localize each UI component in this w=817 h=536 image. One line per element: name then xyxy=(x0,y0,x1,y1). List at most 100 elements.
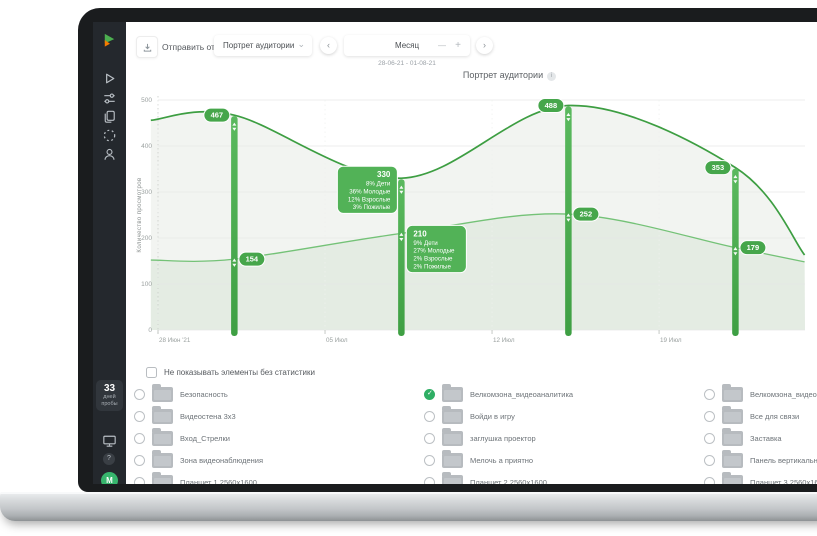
value-badge-label: 252 xyxy=(580,210,593,219)
list-item[interactable]: Все для связи xyxy=(704,406,817,425)
report-type-value: Портрет аудитории xyxy=(223,41,295,50)
bar-handle-icon[interactable] xyxy=(733,175,738,184)
list-item[interactable]: Велкомзона_видеоаналитика xyxy=(424,384,704,403)
list-item[interactable]: Планшет 1 2560x1600 xyxy=(134,472,424,484)
report-type-select[interactable]: Портрет аудитории ⌄ xyxy=(214,35,312,56)
radio[interactable] xyxy=(134,455,145,466)
list-item[interactable]: заглушка проектор xyxy=(424,428,704,447)
list-item[interactable]: Планшет 2 2560x1600 xyxy=(424,472,704,484)
hide-empty-label: Не показывать элементы без статистики xyxy=(164,368,315,377)
list-item-label: Мелочь а приятно xyxy=(470,456,534,465)
radio[interactable] xyxy=(424,411,435,422)
value-badge[interactable] xyxy=(739,240,767,256)
loader-icon[interactable] xyxy=(101,127,118,144)
radio[interactable] xyxy=(134,411,145,422)
chart-bar[interactable] xyxy=(231,116,238,337)
list-item-label: Вход_Стрелки xyxy=(180,434,230,443)
list-item[interactable]: Безопасность xyxy=(134,384,424,403)
x-tick-label: 28 Июн '21 xyxy=(159,337,191,344)
radio[interactable] xyxy=(424,433,435,444)
radio[interactable] xyxy=(134,477,145,484)
period-select[interactable]: Месяц — + xyxy=(344,35,470,56)
hide-empty-checkbox[interactable] xyxy=(146,367,157,378)
radio[interactable] xyxy=(704,389,715,400)
list-item[interactable]: Зона видеонаблюдения xyxy=(134,450,424,469)
radio[interactable] xyxy=(704,433,715,444)
radio[interactable] xyxy=(424,455,435,466)
avatar[interactable]: М xyxy=(101,472,118,484)
list-item[interactable]: Видеостена 3x3 xyxy=(134,406,424,425)
display-icon[interactable] xyxy=(101,432,118,449)
breakdown-tooltip[interactable] xyxy=(336,165,398,214)
bar-handle-icon[interactable] xyxy=(399,185,404,194)
folder-icon xyxy=(722,472,743,484)
chevron-down-icon: ⌄ xyxy=(297,39,305,49)
x-tick-label: 12 Июл xyxy=(493,337,515,344)
trial-days-badge[interactable]: 33 дней пробы xyxy=(96,380,123,411)
folder-icon xyxy=(442,428,463,446)
radio[interactable] xyxy=(424,477,435,484)
folder-icon xyxy=(442,450,463,468)
chart-title-row: Портрет аудитории i xyxy=(126,70,817,81)
tooltip-line: 9% Дети xyxy=(413,240,438,247)
equalizer-icon[interactable] xyxy=(101,90,118,107)
value-badge-label: 353 xyxy=(712,163,725,172)
library-column: Безопасность Видеостена 3x3 Вход_Стрелки Зо… xyxy=(134,384,424,484)
info-icon[interactable]: i xyxy=(547,72,557,81)
value-badge[interactable] xyxy=(704,160,732,176)
next-period-button[interactable]: › xyxy=(476,37,493,54)
value-badge-label: 488 xyxy=(545,101,558,110)
user-icon[interactable] xyxy=(101,146,118,163)
radio[interactable] xyxy=(134,389,145,400)
prev-period-button[interactable]: ‹ xyxy=(320,37,337,54)
value-badge-label: 179 xyxy=(747,243,760,252)
radio[interactable] xyxy=(704,455,715,466)
list-item[interactable]: Войди в игру xyxy=(424,406,704,425)
folder-icon xyxy=(152,384,173,402)
list-item[interactable]: Велкомзона_видеоаналитика xyxy=(704,384,817,403)
download-report-button[interactable] xyxy=(136,36,158,58)
content-library: Безопасность Видеостена 3x3 Вход_Стрелки Зо… xyxy=(134,384,817,484)
list-item-label: Безопасность xyxy=(180,390,228,399)
value-badge[interactable] xyxy=(203,107,231,123)
radio-selected[interactable] xyxy=(424,389,435,400)
list-item[interactable]: Заставка xyxy=(704,428,817,447)
list-item-label: заглушка проектор xyxy=(470,434,536,443)
breakdown-tooltip[interactable] xyxy=(405,224,467,274)
chart-bar[interactable] xyxy=(398,179,405,336)
list-item[interactable]: Панель вертикальная внутр xyxy=(704,450,817,469)
help-icon[interactable]: ? xyxy=(103,453,115,465)
sidebar: 33 дней пробы ? М xyxy=(93,22,126,484)
list-item-label: Планшет 3 2560x1600 xyxy=(750,478,817,484)
tooltip-line: 2% Пожилые xyxy=(413,263,451,270)
bar-handle-icon[interactable] xyxy=(399,232,404,242)
x-tick-label: 19 Июл xyxy=(660,337,682,344)
bar-handle-icon[interactable] xyxy=(232,258,237,267)
list-item[interactable]: Вход_Стрелки xyxy=(134,428,424,447)
radio[interactable] xyxy=(704,411,715,422)
bar-handle-icon[interactable] xyxy=(566,213,571,222)
radio[interactable] xyxy=(704,477,715,484)
laptop-base xyxy=(0,492,817,521)
tooltip-value: 210 xyxy=(413,229,427,238)
documents-icon[interactable] xyxy=(101,108,118,125)
radio[interactable] xyxy=(134,433,145,444)
y-tick-label: 200 xyxy=(141,235,152,242)
zoom-out-icon[interactable]: — xyxy=(438,41,446,50)
list-item-label: Видеостена 3x3 xyxy=(180,412,236,421)
value-badge[interactable] xyxy=(537,98,565,114)
bar-handle-icon[interactable] xyxy=(566,112,571,122)
list-item-label: Велкомзона_видеоаналитика xyxy=(470,390,574,399)
send-report-button[interactable]: Отправить отчёт xyxy=(162,42,228,52)
bar-handle-icon[interactable] xyxy=(733,247,738,256)
audience-chart[interactable]: 0 100 200 300 400 500 28 Июн '21 05 Июл 12 Июл 19… xyxy=(134,88,817,360)
list-item-label: Планшет 2 2560x1600 xyxy=(470,478,547,484)
list-item[interactable]: Планшет 3 2560x1600 xyxy=(704,472,817,484)
value-badge[interactable] xyxy=(572,206,600,222)
play-icon[interactable] xyxy=(101,70,118,87)
area-upper xyxy=(150,105,806,330)
list-item[interactable]: Мелочь а приятно xyxy=(424,450,704,469)
zoom-in-icon[interactable]: + xyxy=(455,40,461,51)
value-badge[interactable] xyxy=(238,251,266,267)
bar-handle-icon[interactable] xyxy=(232,122,237,131)
